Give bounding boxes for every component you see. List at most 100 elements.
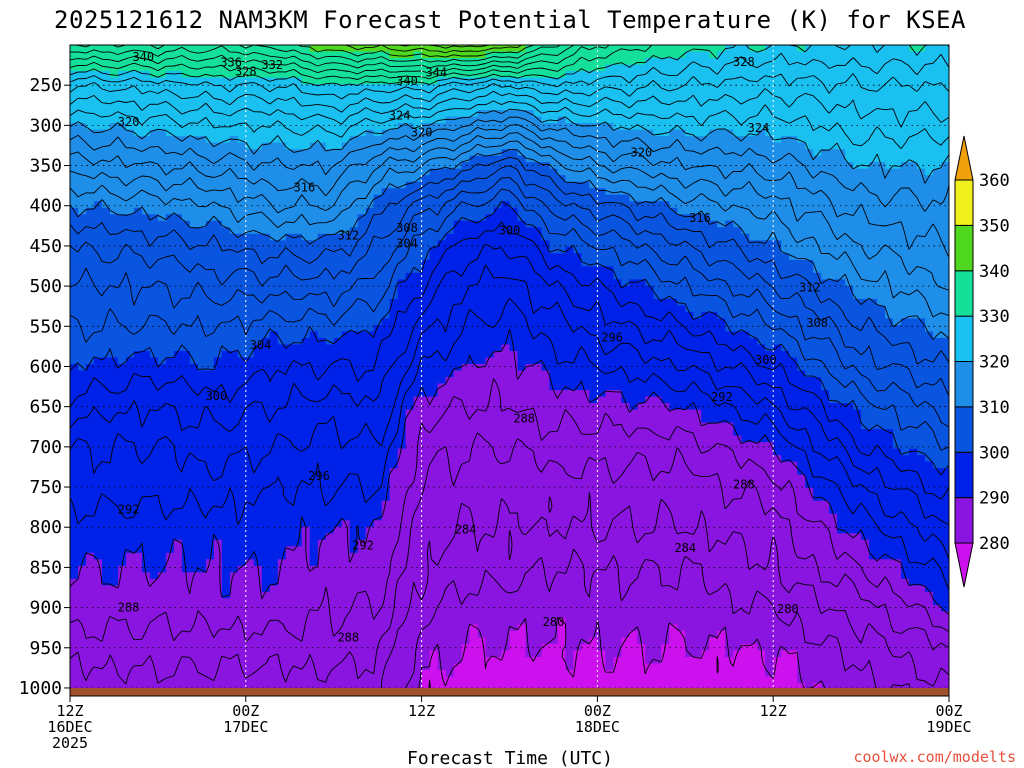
fill-cell bbox=[501, 149, 519, 157]
x-tick-label: 19DEC bbox=[926, 718, 971, 736]
fill-cell bbox=[565, 656, 575, 665]
fill-cell bbox=[805, 481, 949, 489]
fill-cell bbox=[565, 246, 575, 254]
fill-cell bbox=[565, 650, 575, 658]
fill-cell bbox=[621, 643, 646, 652]
fill-cell bbox=[597, 637, 622, 645]
fill-cell bbox=[301, 77, 439, 85]
fill-cell bbox=[909, 448, 918, 456]
fill-cell bbox=[837, 520, 949, 528]
fill-cell bbox=[389, 311, 694, 320]
fill-cell bbox=[605, 390, 622, 398]
fill-cell bbox=[773, 669, 798, 678]
isentrope-342 bbox=[345, 45, 522, 54]
fill-cell bbox=[685, 51, 710, 59]
isentrope-300 bbox=[70, 201, 949, 476]
isentrope-284 bbox=[92, 492, 949, 696]
fill-cell bbox=[149, 71, 167, 79]
fill-cell bbox=[605, 188, 949, 196]
contour-label: 320 bbox=[631, 146, 653, 160]
fill-cell bbox=[70, 357, 95, 365]
fill-cell bbox=[669, 201, 949, 209]
fill-cell bbox=[565, 663, 575, 671]
fill-cell bbox=[85, 552, 95, 560]
fill-cell bbox=[869, 539, 949, 547]
fill-cell bbox=[365, 129, 375, 137]
fill-cell bbox=[85, 207, 111, 215]
contour-label: 344 bbox=[425, 65, 447, 79]
fill-cell bbox=[757, 643, 949, 652]
contour-label: 340 bbox=[132, 50, 154, 64]
fill-cell bbox=[437, 240, 551, 248]
fill-cell bbox=[541, 650, 567, 658]
fill-cell bbox=[765, 650, 782, 658]
fill-cell bbox=[429, 253, 583, 261]
fill-cell bbox=[70, 507, 383, 515]
fill-cell bbox=[621, 279, 630, 287]
fill-cell bbox=[485, 51, 686, 59]
fill-cell bbox=[589, 390, 606, 398]
fill-cell bbox=[565, 116, 949, 124]
fill-cell bbox=[813, 487, 949, 495]
fill-cell bbox=[70, 246, 431, 254]
isentrope-318 bbox=[70, 116, 949, 212]
fill-cell bbox=[477, 624, 519, 632]
fill-cell bbox=[549, 246, 567, 254]
x-tick-label: 00Z bbox=[935, 702, 962, 720]
fill-cell bbox=[877, 298, 949, 306]
fill-cell bbox=[213, 363, 463, 372]
contour-label: 312 bbox=[337, 229, 359, 243]
y-tick-label: 650 bbox=[29, 397, 62, 418]
fill-cell bbox=[669, 129, 686, 137]
fill-cell bbox=[621, 390, 830, 398]
fill-cell bbox=[277, 331, 311, 339]
fill-cell bbox=[405, 422, 734, 430]
fill-cell bbox=[70, 71, 111, 79]
fill-cell bbox=[805, 370, 949, 378]
fill-cell bbox=[117, 565, 143, 573]
x-tick-label: 12Z bbox=[760, 702, 787, 720]
ground bbox=[70, 687, 949, 696]
fill-cell bbox=[557, 624, 567, 632]
fill-cell bbox=[861, 409, 949, 417]
fill-cell bbox=[70, 481, 391, 489]
y-tick-label: 300 bbox=[29, 115, 62, 136]
fill-cell bbox=[413, 396, 591, 404]
fill-cell bbox=[725, 45, 750, 53]
fill-cell bbox=[661, 643, 686, 652]
fill-cell bbox=[381, 188, 606, 196]
fill-cell bbox=[70, 51, 391, 59]
fill-cell bbox=[405, 442, 774, 450]
fill-cell bbox=[70, 155, 471, 163]
fill-cell bbox=[405, 181, 591, 189]
fill-cell bbox=[125, 559, 143, 567]
isentrope-308 bbox=[70, 156, 949, 365]
fill-cell bbox=[70, 468, 391, 476]
fill-cell bbox=[405, 409, 702, 417]
fill-cell bbox=[533, 110, 949, 118]
x-axis-label: Forecast Time (UTC) bbox=[407, 748, 613, 768]
fill-cell bbox=[357, 546, 870, 554]
fill-cell bbox=[933, 591, 949, 599]
contour-label: 280 bbox=[543, 615, 565, 629]
fill-cell bbox=[70, 429, 407, 437]
fill-cell bbox=[389, 51, 415, 59]
fill-cell bbox=[581, 259, 814, 267]
fill-cell bbox=[181, 559, 207, 567]
fill-cell bbox=[613, 663, 766, 671]
fill-cell bbox=[70, 220, 191, 228]
fill-cell bbox=[349, 520, 375, 528]
fill-cell bbox=[205, 220, 223, 228]
colorbar-segment bbox=[954, 224, 974, 272]
fill-cell bbox=[469, 155, 527, 163]
fill-cell bbox=[397, 455, 782, 463]
fill-cell bbox=[741, 227, 949, 235]
fill-cell bbox=[109, 71, 119, 79]
fill-cell bbox=[565, 71, 949, 79]
fill-cell bbox=[829, 396, 949, 404]
fill-cell bbox=[117, 578, 223, 586]
fill-cell bbox=[829, 390, 949, 398]
isentrope-288 bbox=[70, 378, 949, 643]
